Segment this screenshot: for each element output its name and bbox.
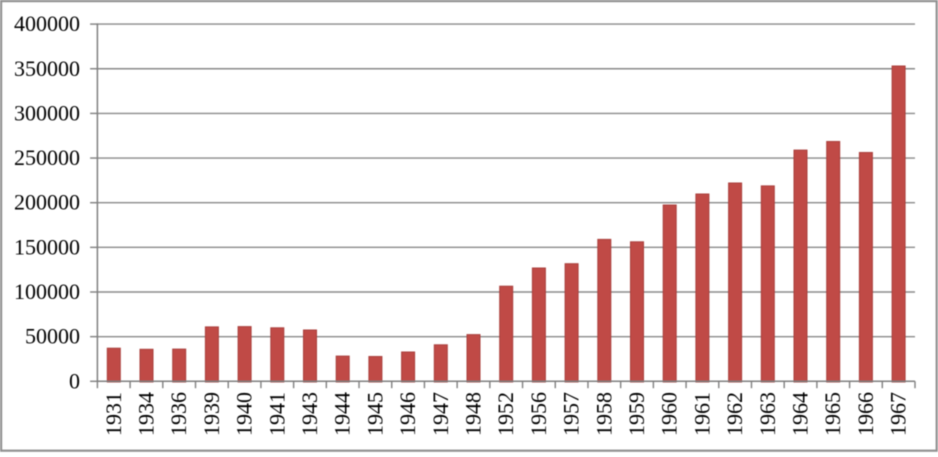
svg-text:0: 0 xyxy=(69,368,80,393)
svg-text:1967: 1967 xyxy=(886,392,911,436)
svg-text:1945: 1945 xyxy=(362,392,387,436)
svg-text:100000: 100000 xyxy=(14,279,80,304)
svg-text:150000: 150000 xyxy=(14,234,80,259)
svg-text:1939: 1939 xyxy=(199,392,224,436)
svg-text:1957: 1957 xyxy=(559,392,584,436)
svg-text:1956: 1956 xyxy=(526,392,551,436)
svg-text:1960: 1960 xyxy=(657,392,682,436)
svg-text:1965: 1965 xyxy=(820,392,845,436)
svg-text:50000: 50000 xyxy=(25,324,80,349)
svg-text:300000: 300000 xyxy=(14,100,80,125)
svg-text:1931: 1931 xyxy=(101,392,126,436)
svg-text:1940: 1940 xyxy=(232,392,257,436)
svg-text:400000: 400000 xyxy=(14,11,80,36)
svg-text:1944: 1944 xyxy=(330,392,355,436)
svg-text:1959: 1959 xyxy=(624,392,649,436)
svg-text:1943: 1943 xyxy=(297,392,322,436)
svg-text:1934: 1934 xyxy=(134,392,159,436)
svg-text:250000: 250000 xyxy=(14,145,80,170)
svg-text:1946: 1946 xyxy=(395,392,420,436)
svg-text:1964: 1964 xyxy=(788,392,813,436)
svg-text:200000: 200000 xyxy=(14,190,80,215)
svg-text:1952: 1952 xyxy=(493,392,518,436)
svg-text:1948: 1948 xyxy=(461,392,486,436)
svg-text:1961: 1961 xyxy=(689,392,714,436)
svg-text:1958: 1958 xyxy=(591,392,616,436)
svg-text:1941: 1941 xyxy=(264,392,289,436)
svg-text:1947: 1947 xyxy=(428,392,453,436)
svg-text:1962: 1962 xyxy=(722,392,747,436)
svg-text:1963: 1963 xyxy=(755,392,780,436)
svg-text:1966: 1966 xyxy=(853,392,878,436)
svg-text:350000: 350000 xyxy=(14,56,80,81)
svg-text:1936: 1936 xyxy=(166,392,191,436)
